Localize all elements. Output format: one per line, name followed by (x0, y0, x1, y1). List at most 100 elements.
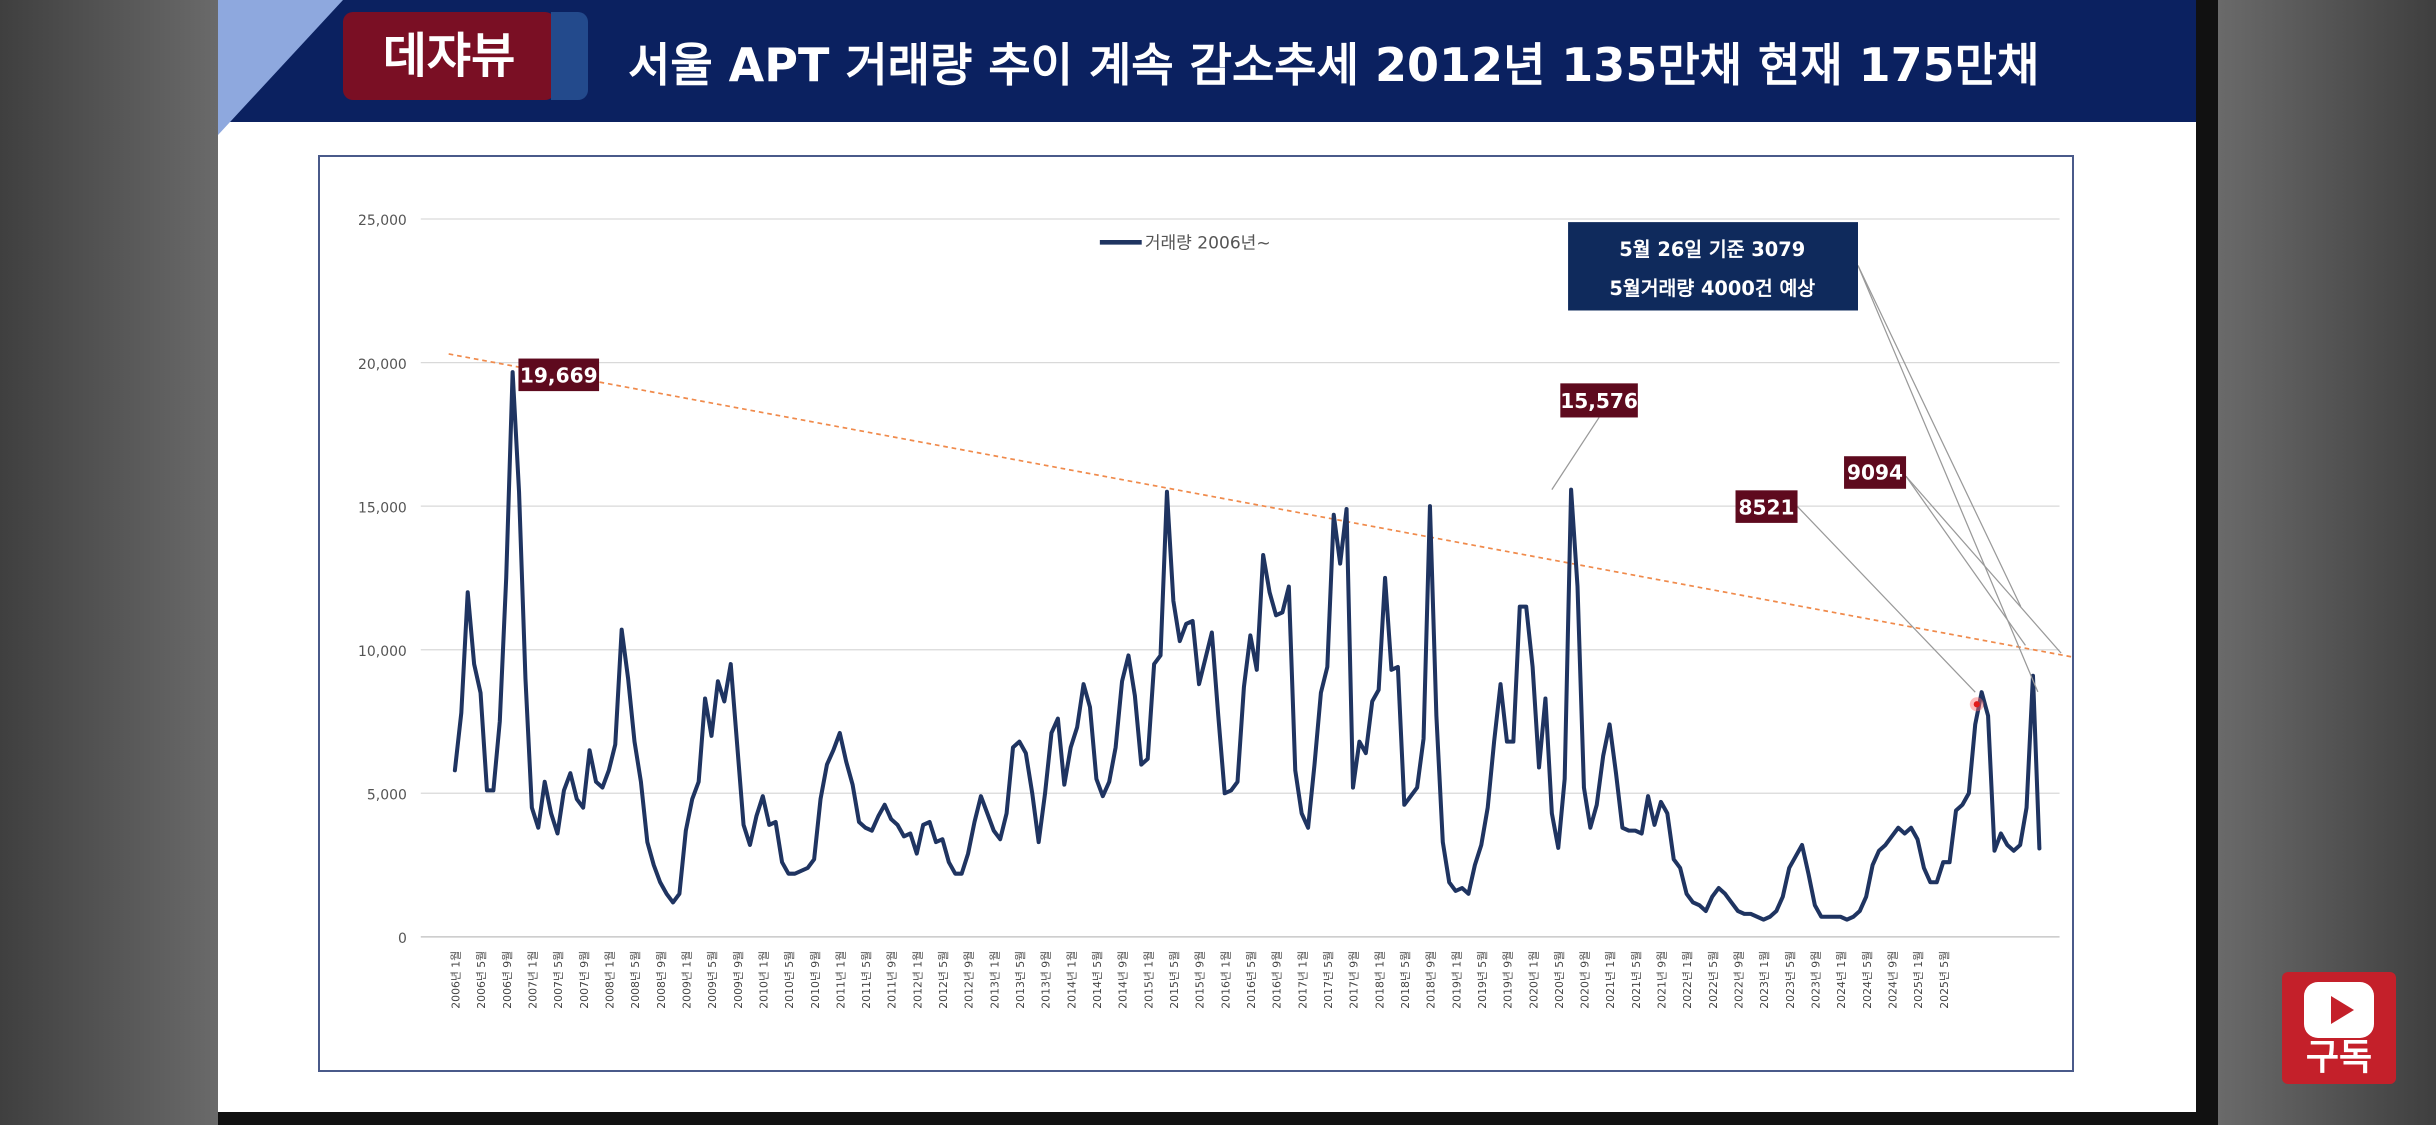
x-tick-label: 2018년 5월 (1399, 951, 1412, 1009)
chart-frame: 0 5,000 10,000 15,000 20,000 25,000 2006년 1월 20… (318, 155, 2074, 1072)
y-tick-label: 0 (398, 931, 407, 947)
x-tick-label: 2016년 5월 (1245, 951, 1258, 1009)
x-tick-label: 2021년 5월 (1630, 951, 1643, 1009)
x-tick-label: 2020년 1월 (1527, 951, 1540, 1009)
x-tick-label: 2025년 1월 (1912, 951, 1925, 1009)
x-tick-label: 2006년 9월 (501, 951, 514, 1009)
x-tick-label: 2009년 9월 (732, 951, 745, 1009)
x-tick-label: 2024년 1월 (1835, 951, 1848, 1009)
callout-15576-leader (1551, 417, 1600, 490)
callout-9094-leader-2 (1905, 476, 2026, 646)
series-line (452, 370, 2042, 922)
y-tick-label: 5,000 (367, 787, 407, 803)
subscribe-label: 구독 (2305, 1037, 2373, 1078)
marker-dot (1973, 701, 1980, 708)
y-tick-label: 15,000 (358, 500, 407, 516)
note-line-1: 5월 26일 기준 3079 (1619, 238, 1805, 261)
x-tick-label: 2016년 9월 (1271, 951, 1284, 1009)
x-tick-label: 2010년 9월 (809, 951, 822, 1009)
corner-accent (218, 0, 343, 135)
note-line-2: 5월거래량 4000건 예상 (1609, 277, 1815, 300)
x-tick-label: 2015년 9월 (1194, 951, 1207, 1009)
left-background (0, 0, 218, 1125)
x-tick-label: 2012년 1월 (911, 951, 924, 1009)
bottom-edge (218, 1112, 2196, 1125)
x-tick-label: 2012년 5월 (937, 951, 950, 1009)
volume-line-chart: 0 5,000 10,000 15,000 20,000 25,000 2006년 1월 20… (358, 213, 2072, 1009)
x-tick-label: 2020년 9월 (1579, 951, 1592, 1009)
callout-8521-leader (1797, 506, 1976, 693)
x-tick-label: 2008년 5월 (629, 951, 642, 1009)
note-box (1568, 222, 1858, 311)
x-tick-label: 2013년 5월 (1014, 951, 1027, 1009)
x-tick-label: 2016년 1월 (1219, 951, 1232, 1009)
x-tick-label: 2019년 1월 (1450, 951, 1463, 1009)
x-tick-label: 2010년 1월 (757, 951, 770, 1009)
x-tick-label: 2014년 9월 (1117, 951, 1130, 1009)
x-tick-label: 2009년 1월 (680, 951, 693, 1009)
x-tick-label: 2021년 9월 (1656, 951, 1669, 1009)
right-background (2218, 0, 2436, 1125)
x-tick-label: 2015년 5월 (1168, 951, 1181, 1009)
brand-logo: 데쟈뷰 (343, 12, 588, 100)
x-tick-label: 2008년 9월 (655, 951, 668, 1009)
callout-8521-box (1735, 490, 1798, 523)
x-tick-label: 2007년 5월 (552, 951, 565, 1009)
x-tick-label: 2014년 5월 (1091, 951, 1104, 1009)
x-tick-label: 2013년 1월 (988, 951, 1001, 1009)
x-tick-label: 2010년 5월 (783, 951, 796, 1009)
x-tick-label: 2011년 5월 (860, 951, 873, 1009)
x-tick-label: 2019년 5월 (1476, 951, 1489, 1009)
y-tick-label: 10,000 (358, 644, 407, 660)
callout-19669-label: 19,669 (520, 364, 598, 388)
brand-logo-red (343, 12, 555, 100)
x-tick-label: 2021년 1월 (1604, 951, 1617, 1009)
x-tick-label: 2006년 5월 (475, 951, 488, 1009)
x-tick-label: 2009년 5월 (706, 951, 719, 1009)
x-tick-label: 2017년 9월 (1348, 951, 1361, 1009)
x-tick-label: 2011년 9월 (886, 951, 899, 1009)
note-leader (1857, 265, 2039, 693)
callout-9094-box (1844, 456, 1907, 489)
x-tick-label: 2018년 1월 (1373, 951, 1386, 1009)
x-tick-label: 2020년 5월 (1553, 951, 1566, 1009)
x-tick-label: 2023년 5월 (1784, 951, 1797, 1009)
page-title: 서울 APT 거래량 추이 계속 감소추세 2012년 135만채 현재 175… (628, 38, 2040, 92)
callout-9094-label: 9094 (1847, 460, 1903, 484)
trend-line (448, 353, 2072, 658)
x-tick-label: 2007년 9월 (578, 951, 591, 1009)
x-tick-label: 2025년 5월 (1938, 951, 1951, 1009)
x-tick-label: 2022년 1월 (1681, 951, 1694, 1009)
callout-15576-box (1560, 383, 1638, 418)
x-tick-label: 2017년 1월 (1296, 951, 1309, 1009)
x-tick-label: 2017년 5월 (1322, 951, 1335, 1009)
callout-15576-label: 15,576 (1560, 389, 1638, 413)
x-tick-label: 2007년 1월 (527, 951, 540, 1009)
subscribe-button[interactable]: 구독 (2282, 972, 2396, 1084)
x-tick-label: 2023년 1월 (1758, 951, 1771, 1009)
x-tick-label: 2014년 1월 (1065, 951, 1078, 1009)
x-tick-label: 2015년 1월 (1142, 951, 1155, 1009)
slide-edge (2196, 0, 2218, 1125)
x-tick-label: 2012년 9월 (963, 951, 976, 1009)
x-tick-label: 2011년 1월 (834, 951, 847, 1009)
play-icon (2304, 982, 2374, 1038)
x-tick-label: 2013년 9월 (1040, 951, 1053, 1009)
callout-19669-box (518, 358, 600, 392)
x-tick-label: 2019년 9월 (1502, 951, 1515, 1009)
x-tick-label: 2023년 9월 (1810, 951, 1823, 1009)
x-tick-label: 2006년 1월 (450, 951, 463, 1009)
brand-name: 데쟈뷰 (382, 28, 516, 84)
legend-label: 거래량 2006년~ (1145, 233, 1271, 253)
x-tick-label: 2024년 9월 (1886, 951, 1899, 1009)
x-tick-label: 2022년 5월 (1707, 951, 1720, 1009)
plot-group: 0 5,000 10,000 15,000 20,000 25,000 2006년 1월 20… (358, 213, 2072, 1009)
x-tick-label: 2018년 9월 (1425, 951, 1438, 1009)
x-tick-label: 2008년 1월 (603, 951, 616, 1009)
x-tick-label: 2022년 9월 (1733, 951, 1746, 1009)
slide: 데쟈뷰 서울 APT 거래량 추이 계속 감소추세 2012년 135만채 현재… (218, 0, 2196, 1112)
callout-8521-label: 8521 (1738, 495, 1794, 519)
brand-logo-blue (551, 12, 588, 100)
y-tick-label: 25,000 (358, 213, 407, 229)
note-leader-2 (1857, 265, 2022, 607)
